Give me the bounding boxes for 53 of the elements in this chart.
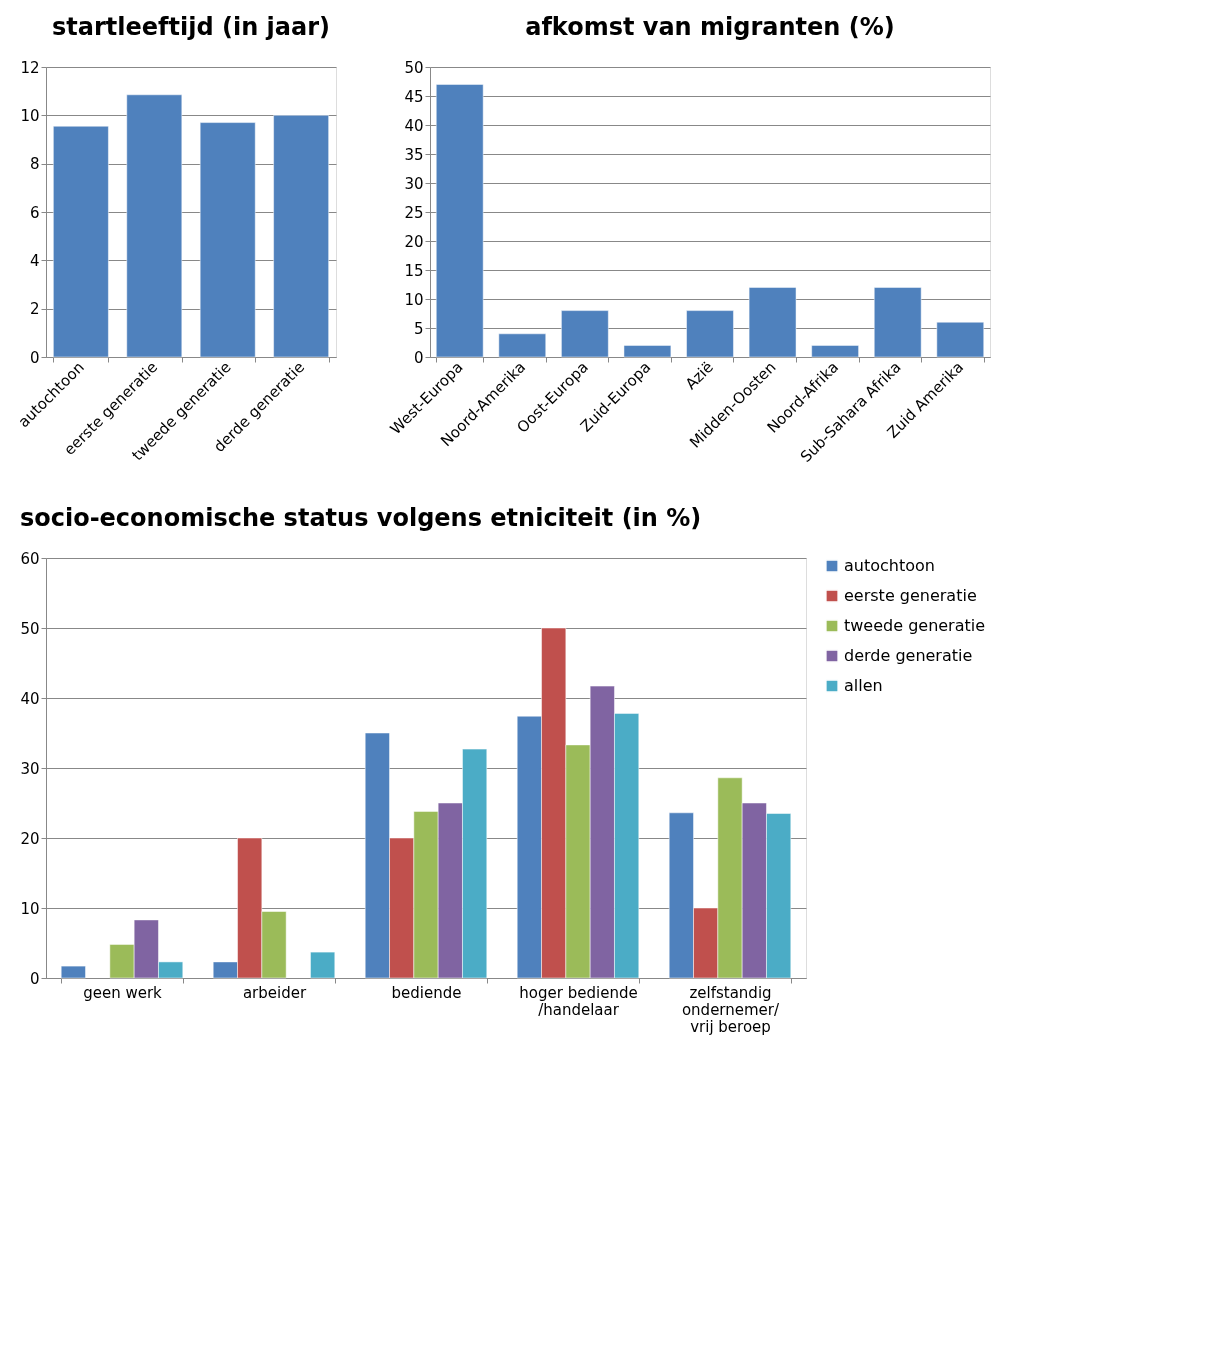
y-tick-label: 60 xyxy=(20,549,40,568)
bar xyxy=(60,965,86,979)
x-tick-label: arbeider xyxy=(242,983,307,1002)
legend-label: allen xyxy=(844,676,883,695)
bar xyxy=(310,951,336,979)
y-tick-label: 30 xyxy=(20,759,40,778)
bar xyxy=(436,84,484,358)
bar xyxy=(936,321,984,358)
y-tick-label: 8 xyxy=(29,155,40,174)
legend-label: tweede generatie xyxy=(844,616,986,635)
y-tick-label: 20 xyxy=(20,829,40,848)
bar xyxy=(811,345,859,358)
y-tick-label: 25 xyxy=(404,203,424,222)
y-tick-label: 6 xyxy=(29,203,40,222)
y-tick-label: 40 xyxy=(20,689,40,708)
y-tick-label: 50 xyxy=(20,619,40,638)
y-tick-label: 5 xyxy=(413,319,424,338)
chart-title: socio-economische status volgens etniciteit (in %) xyxy=(19,504,702,532)
y-tick-label: 0 xyxy=(29,969,40,988)
chart-title: afkomst van migranten (%) xyxy=(525,13,895,41)
bar xyxy=(623,345,672,358)
legend-label: autochtoon xyxy=(844,556,935,575)
y-tick-label: 50 xyxy=(404,58,424,77)
y-tick-label: 4 xyxy=(29,251,40,270)
bar xyxy=(561,310,609,358)
bar xyxy=(748,287,797,358)
x-tick-label: hoger bediende /handelaar xyxy=(519,983,638,1019)
bar xyxy=(199,122,256,358)
x-tick-label: geen werk xyxy=(83,983,163,1002)
chart-title: startleeftijd (in jaar) xyxy=(51,13,331,41)
x-tick-label: zelfstandig ondernemer/ vrij beroep xyxy=(681,983,781,1036)
x-tick-label: bediende xyxy=(391,983,462,1002)
y-tick-label: 12 xyxy=(20,58,40,77)
bar xyxy=(126,94,183,358)
legend-label: eerste generatie xyxy=(844,586,977,605)
y-tick-label: 0 xyxy=(29,348,40,367)
bar xyxy=(874,287,922,358)
y-tick-label: 10 xyxy=(404,290,424,309)
y-tick-label: 20 xyxy=(404,232,424,251)
legend-label: derde generatie xyxy=(844,646,973,665)
bar xyxy=(498,333,546,358)
y-tick-label: 15 xyxy=(404,261,424,280)
y-tick-label: 30 xyxy=(404,174,424,193)
bar xyxy=(273,115,329,358)
bar xyxy=(53,125,109,358)
y-tick-label: 45 xyxy=(404,87,424,106)
y-tick-label: 10 xyxy=(20,899,40,918)
y-tick-label: 10 xyxy=(20,106,40,125)
bar xyxy=(686,310,734,358)
y-tick-label: 35 xyxy=(404,145,424,164)
y-tick-label: 0 xyxy=(413,348,424,367)
y-tick-label: 2 xyxy=(29,300,40,319)
y-tick-label: 40 xyxy=(404,116,424,135)
